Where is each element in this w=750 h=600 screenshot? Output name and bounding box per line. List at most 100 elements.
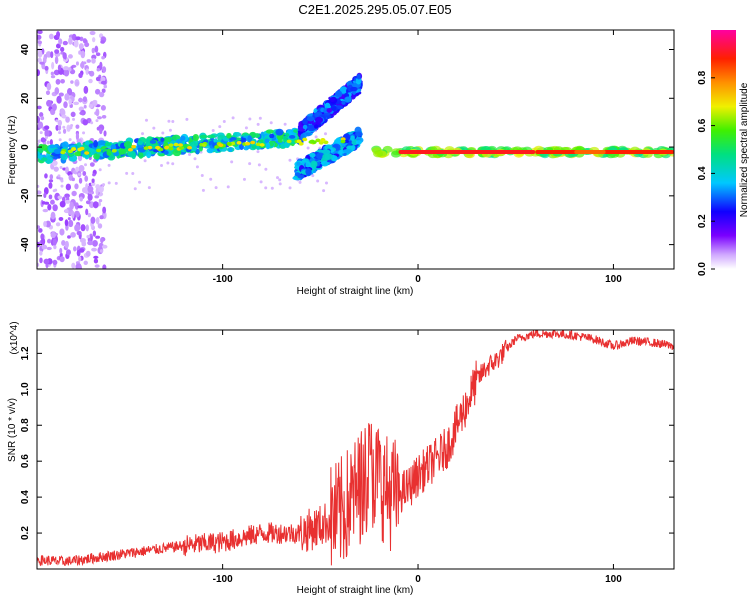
spectrogram-cell <box>59 247 63 254</box>
spectrogram-cell <box>236 141 242 145</box>
spectrogram-cell <box>64 219 69 227</box>
spectrogram-cell <box>84 42 90 48</box>
spectrogram-xlabel: Height of straight line (km) <box>297 286 414 297</box>
spectrogram-cell <box>78 72 83 79</box>
spectrogram-cell <box>91 57 96 64</box>
spectrogram-cell <box>214 186 218 190</box>
spectrogram-cell <box>323 140 329 145</box>
spectrogram-cell <box>118 148 126 155</box>
spectrogram-cell <box>71 190 77 197</box>
spectrogram-cell <box>373 150 384 158</box>
spectrogram-cell <box>56 31 61 39</box>
spectrogram-cell <box>190 145 197 152</box>
spectrogram-cell <box>160 137 165 142</box>
spectrogram-cell <box>64 209 69 213</box>
spectrogram-cell <box>75 124 80 129</box>
spectrogram-cell <box>53 148 62 155</box>
spectrogram-cell <box>218 125 222 129</box>
spectrogram-cell <box>324 132 328 136</box>
spectrogram-cell <box>95 108 100 117</box>
spectrogram-cell <box>40 238 46 246</box>
spectrogram-cell <box>38 228 43 233</box>
spectrogram-cell <box>329 97 335 103</box>
spectrogram-cell <box>307 124 316 132</box>
spectrogram-cell <box>103 84 107 89</box>
colorbar-gradient <box>711 30 736 269</box>
snr-ytick-label: 0.8 <box>20 418 31 432</box>
spectrogram-cell <box>85 208 89 216</box>
spectrogram-cell <box>107 181 111 185</box>
spectrogram-cell <box>78 97 83 103</box>
spectrogram-cell <box>350 86 358 92</box>
spectrogram-cell <box>37 225 41 229</box>
spectrogram-cell <box>40 116 45 121</box>
spectrogram-cell <box>79 146 85 151</box>
spectrogram-cell <box>39 61 45 65</box>
spectrogram-cell <box>213 138 218 143</box>
spectrogram-cell <box>46 99 52 107</box>
spectrogram-cell <box>94 45 99 53</box>
spectrogram-cell <box>61 114 67 119</box>
spectrogram-cell <box>37 105 42 110</box>
spectrogram-cell <box>37 50 43 58</box>
spectrogram-cell <box>53 244 57 250</box>
spectrogram-ytick-label: 40 <box>20 44 31 56</box>
spectrogram-cell <box>54 49 60 54</box>
spectrogram-cell <box>315 138 321 143</box>
spectrogram-cell <box>355 131 363 137</box>
spectrogram-cell <box>43 258 50 265</box>
spectrogram-cell <box>76 249 81 257</box>
spectrogram-cell <box>42 208 49 213</box>
spectrogram-cell <box>37 184 40 188</box>
spectrogram-cell <box>294 172 301 177</box>
spectrogram-cell <box>60 150 66 155</box>
spectrogram-cell <box>42 56 47 64</box>
spectrogram-cell <box>49 139 53 146</box>
spectrogram-cell <box>41 244 48 250</box>
spectrogram-ticks: -100 0 100 -40 -20 0 20 40 <box>20 30 674 285</box>
spectrogram-cell <box>71 147 77 151</box>
spectrogram-cell <box>302 158 310 163</box>
spectrogram-cell <box>54 87 60 95</box>
spectrogram-cell <box>44 129 50 138</box>
spectrogram-cell <box>37 57 42 63</box>
spectrogram-cell <box>199 134 208 139</box>
spectrogram-cell <box>574 149 606 154</box>
spectrogram-cell <box>206 134 216 139</box>
spectrogram-cell <box>206 147 214 154</box>
spectrogram-cell <box>104 142 112 147</box>
spectrogram-cell <box>188 153 192 157</box>
spectrogram-cell <box>341 100 346 105</box>
spectrogram-cell <box>46 140 50 145</box>
spectrogram-cell <box>37 190 42 195</box>
spectrogram-cell <box>87 185 94 193</box>
spectrogram-ylabel: Frequency (Hz) <box>7 116 18 185</box>
spectrogram-cell <box>242 177 246 181</box>
spectrogram-cell <box>99 215 104 220</box>
spectrogram-cell <box>39 250 43 256</box>
spectrogram-cell <box>101 88 106 94</box>
spectrogram-cell <box>45 90 51 96</box>
spectrogram-cell <box>59 200 66 208</box>
spectrogram-cell <box>102 183 106 187</box>
spectrogram-cell <box>155 145 161 150</box>
spectrogram-cell <box>68 219 74 228</box>
spectrogram-cell <box>71 262 76 269</box>
spectrogram-cell <box>310 160 318 168</box>
spectrogram-cell <box>100 40 105 44</box>
spectrogram-cell <box>78 264 82 269</box>
spectrogram-cell <box>99 249 104 253</box>
spectrogram-cell <box>305 167 312 176</box>
spectrogram-cell <box>75 166 80 172</box>
spectrogram-cell <box>67 149 73 154</box>
spectrogram-cell <box>85 224 89 232</box>
spectrogram-cell <box>201 143 207 148</box>
spectrogram-cell <box>101 114 107 119</box>
spectrogram-cell <box>50 51 54 59</box>
spectrogram-cell <box>73 39 79 48</box>
spectrogram-xtick-label: -100 <box>213 274 233 285</box>
spectrogram-cell <box>58 131 62 135</box>
spectrogram-cell <box>85 68 89 75</box>
spectrogram-cell <box>226 142 232 146</box>
